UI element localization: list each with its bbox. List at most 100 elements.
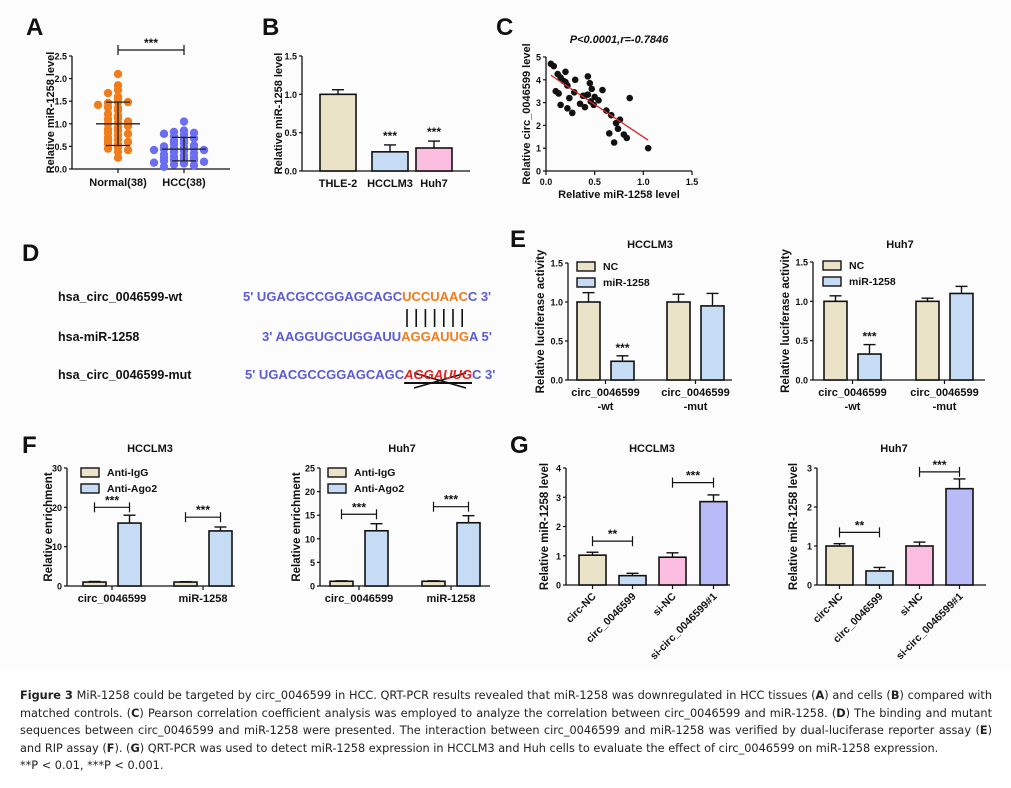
y-tick-label: 5 bbox=[310, 558, 315, 568]
y-tick-label: 2.0 bbox=[54, 74, 67, 84]
data-point bbox=[570, 89, 578, 96]
bar bbox=[905, 545, 934, 586]
y-axis-label: Relative miR-1258 level bbox=[45, 52, 57, 174]
bar bbox=[456, 521, 481, 587]
y-tick-label: 0.0 bbox=[550, 376, 563, 386]
bar bbox=[319, 93, 357, 172]
data-point bbox=[571, 76, 579, 84]
seq-mirna-prefix: 3' AAGGUGCUGGAUU bbox=[262, 329, 402, 344]
data-point bbox=[623, 134, 631, 142]
bar bbox=[578, 554, 607, 586]
legend-label: NC bbox=[849, 260, 865, 272]
x-tick-label: circ_0046599 bbox=[78, 593, 147, 605]
y-tick-label: 0 bbox=[536, 167, 541, 177]
bar bbox=[173, 581, 198, 587]
bar bbox=[823, 300, 848, 381]
legend-label: Anti-Ago2 bbox=[354, 483, 404, 495]
x-tick-label: Huh7 bbox=[420, 178, 448, 190]
seq-mut-suffix: C 3' bbox=[472, 367, 496, 382]
x-tick-label: circ_0046599 bbox=[325, 593, 394, 605]
y-tick-label: 0 bbox=[310, 582, 315, 592]
legend-label: NC bbox=[603, 261, 619, 273]
data-point bbox=[103, 103, 113, 112]
caption-text: ). ( bbox=[114, 741, 131, 755]
significance-label: *** bbox=[105, 493, 119, 507]
chart-title: Huh7 bbox=[880, 443, 908, 455]
significance-label: *** bbox=[932, 458, 946, 472]
bar bbox=[421, 580, 446, 587]
x-tick-label: circ_0046599 bbox=[571, 387, 640, 399]
chart-title: HCCLM3 bbox=[629, 443, 675, 455]
x-tick-label: 0.0 bbox=[540, 177, 553, 187]
caption-ref-f: F bbox=[106, 741, 115, 755]
caption-text: ) and RIP assay ( bbox=[20, 724, 992, 755]
bar bbox=[699, 500, 728, 586]
x-tick-label: HCC(38) bbox=[162, 177, 206, 189]
cross-line-2 bbox=[413, 372, 467, 389]
legend-swatch bbox=[80, 483, 100, 494]
data-point bbox=[159, 156, 169, 166]
x-axis-label: Relative miR-1258 level bbox=[558, 189, 680, 201]
caption-ref-a: A bbox=[815, 689, 825, 702]
x-tick-label: circ_0046599 bbox=[661, 387, 730, 399]
y-tick-label: 1.5 bbox=[795, 258, 808, 268]
x-tick-label: -mut bbox=[684, 401, 708, 413]
panel-d-sequences: hsa_circ_0046599-wt 5' UGACGCCGGAGCAGCUC… bbox=[0, 270, 500, 410]
panel-letter-d: D bbox=[22, 240, 40, 267]
data-point bbox=[557, 101, 564, 109]
caption-ref-c: C bbox=[131, 706, 140, 720]
data-point bbox=[576, 100, 584, 108]
x-tick-label: circ_0046599 bbox=[910, 387, 979, 399]
seq-wt: 5' UGACGCCGGAGCAGCUCCUAACC 3' bbox=[243, 289, 491, 304]
y-tick-label: 2 bbox=[807, 503, 812, 513]
significance-label: *** bbox=[862, 330, 876, 344]
seq-label-mirna: hsa-miR-1258 bbox=[58, 330, 140, 344]
significance-label: *** bbox=[196, 503, 210, 517]
data-point bbox=[159, 129, 169, 138]
bar bbox=[576, 301, 601, 381]
y-tick-label: 0.0 bbox=[795, 376, 808, 386]
seq-mirna-seed: AGGAUUG bbox=[401, 329, 470, 344]
y-tick-label: 10 bbox=[52, 542, 62, 552]
x-tick-label: miR-1258 bbox=[427, 593, 476, 605]
y-tick-label: 5 bbox=[536, 53, 541, 63]
seq-wt-suffix: C 3' bbox=[467, 289, 492, 304]
data-point bbox=[584, 73, 592, 80]
data-point bbox=[189, 161, 199, 170]
data-point bbox=[159, 162, 169, 171]
significance-label: *** bbox=[383, 129, 397, 143]
y-tick-label: 1.0 bbox=[284, 90, 297, 100]
data-point bbox=[614, 125, 622, 133]
legend-swatch bbox=[576, 277, 596, 288]
data-point bbox=[169, 160, 179, 169]
panel-letter-f: F bbox=[22, 432, 37, 459]
y-axis-label: Relative circ_0046599 level bbox=[521, 43, 533, 184]
y-tick-label: 0 bbox=[807, 581, 812, 591]
caption-text: ) and cells ( bbox=[824, 689, 891, 702]
x-tick-label: 1.5 bbox=[686, 177, 699, 187]
x-tick-label: 1.0 bbox=[637, 177, 650, 187]
panel-letter-e: E bbox=[510, 226, 527, 253]
data-point bbox=[599, 86, 606, 94]
bar bbox=[618, 574, 647, 586]
data-point bbox=[562, 68, 569, 76]
caption-ref-g: G bbox=[130, 741, 140, 755]
bar bbox=[865, 570, 894, 586]
y-tick-label: 3 bbox=[536, 98, 541, 108]
y-tick-label: 30 bbox=[52, 464, 62, 474]
x-tick-label: -wt bbox=[845, 401, 861, 413]
y-tick-label: 4 bbox=[556, 464, 561, 474]
panel-letter-g: G bbox=[510, 432, 529, 459]
bar bbox=[364, 529, 389, 587]
x-tick-label: -wt bbox=[598, 401, 614, 413]
data-point bbox=[149, 145, 159, 155]
y-axis-label: Relative miR-1258 level bbox=[539, 463, 551, 590]
bar bbox=[610, 360, 635, 381]
legend-swatch bbox=[822, 260, 842, 271]
bar bbox=[666, 301, 691, 381]
